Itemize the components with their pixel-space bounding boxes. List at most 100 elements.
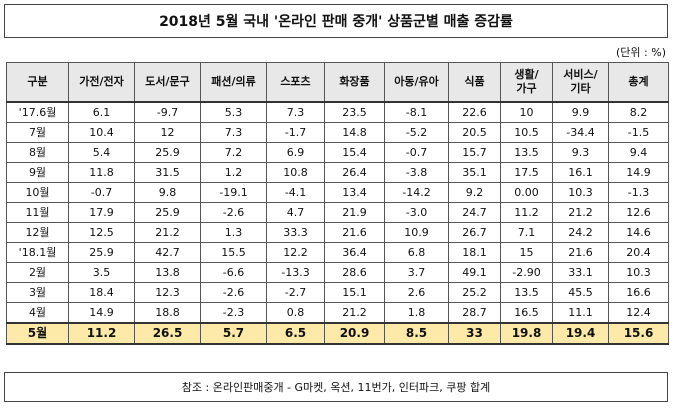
table-cell: 2.6 [384, 282, 449, 303]
table-cell: 14.9 [608, 162, 669, 183]
table-row: 2월 3.5 13.8 -6.6 -13.3 28.6 3.7 49.1 -2.90 33.1 10… [6, 262, 669, 283]
table-cell: 1.2 [200, 162, 267, 183]
table-cell: 18.4 [68, 282, 135, 303]
row-label: 4월 [6, 302, 69, 324]
table-cell: 15 [500, 242, 553, 263]
table-cell: 8.5 [384, 322, 449, 345]
table-cell: 12.3 [134, 282, 201, 303]
table-cell: 9.8 [134, 182, 201, 203]
table-cell: 16.1 [552, 162, 609, 183]
table-cell: 17.9 [68, 202, 135, 223]
table-cell: 0.8 [266, 302, 325, 324]
table-cell: 15.4 [324, 142, 385, 163]
table-cell: 9.3 [552, 142, 609, 163]
unit-label: (단위 : %) [616, 46, 666, 59]
title-text: 2018년 5월 국내 '온라인 판매 중개' 상품군별 매출 증감률 [159, 14, 513, 30]
table-cell: 11.8 [68, 162, 135, 183]
table-cell: -9.7 [134, 101, 201, 123]
table-row: 4월 14.9 18.8 -2.3 0.8 21.2 1.8 28.7 16.5 11.1 12.4 [6, 302, 669, 324]
table-cell: -2.90 [500, 262, 553, 283]
table-cell: 21.2 [134, 222, 201, 243]
table-cell: 24.2 [552, 222, 609, 243]
table-cell: 16.5 [500, 302, 553, 324]
table-cell: 21.2 [324, 302, 385, 324]
table-cell: -2.6 [200, 202, 267, 223]
table-cell: 28.6 [324, 262, 385, 283]
column-header: 서비스/기타 [552, 62, 609, 103]
table-cell: 6.9 [266, 142, 325, 163]
table-row: '18.1월 25.9 42.7 15.5 12.2 36.4 6.8 18.1 15 21.6 2… [6, 242, 669, 263]
table-cell: 7.3 [266, 101, 325, 123]
table-cell: 11.2 [68, 322, 135, 345]
column-header: 패션/의류 [200, 62, 267, 103]
table-cell: 26.5 [134, 322, 201, 345]
row-label: 11월 [6, 202, 69, 223]
table-cell: 9.2 [448, 182, 501, 203]
table-cell: 1.3 [200, 222, 267, 243]
table-cell: 49.1 [448, 262, 501, 283]
table-cell: 11.1 [552, 302, 609, 324]
table-cell: 25.9 [134, 142, 201, 163]
table-cell: 21.6 [552, 242, 609, 263]
row-label: 10월 [6, 182, 69, 203]
table-cell: -3.0 [384, 202, 449, 223]
table-cell: 25.2 [448, 282, 501, 303]
table-cell: -34.4 [552, 122, 609, 143]
table-cell: 42.7 [134, 242, 201, 263]
row-label: 2월 [6, 262, 69, 283]
table-cell: 10.9 [384, 222, 449, 243]
table-cell: 3.5 [68, 262, 135, 283]
table-cell: -2.3 [200, 302, 267, 324]
table-cell: 1.8 [384, 302, 449, 324]
table-cell: 5.3 [200, 101, 267, 123]
table-cell: 10.3 [552, 182, 609, 203]
table-cell: 4.7 [266, 202, 325, 223]
column-header: 도서/문구 [134, 62, 201, 103]
table-row: '17.6월 6.1 -9.7 5.3 7.3 23.5 -8.1 22.6 10 9.9 8.2 [6, 101, 669, 123]
table-cell: 6.1 [68, 101, 135, 123]
table-cell: -8.1 [384, 101, 449, 123]
row-label: 5월 [6, 322, 69, 345]
table-cell: 20.5 [448, 122, 501, 143]
table-row: 10월 -0.7 9.8 -19.1 -4.1 13.4 -14.2 9.2 0.00 10.3-… [6, 182, 669, 203]
column-header: 구분 [6, 62, 69, 103]
page-title: 2018년 5월 국내 '온라인 판매 중개' 상품군별 매출 증감률 [4, 4, 668, 38]
row-label: 12월 [6, 222, 69, 243]
row-label: 9월 [6, 162, 69, 183]
table-cell: 28.7 [448, 302, 501, 324]
table-cell: 11.2 [500, 202, 553, 223]
table-row: 7월 10.4 12 7.3 -1.7 14.8 -5.2 20.5 10.5 -34.4 -1.5 [6, 122, 669, 143]
table-cell: 9.4 [608, 142, 669, 163]
table-body: '17.6월 6.1 -9.7 5.3 7.3 23.5 -8.1 22.6 10 9.9 8.2 7… [6, 101, 669, 345]
table-cell: 14.8 [324, 122, 385, 143]
table-cell: 6.8 [384, 242, 449, 263]
table-row: 9월 11.8 31.5 1.2 10.8 26.4 -3.8 35.1 17.5 16.1 14.… [6, 162, 669, 183]
table-row: 12월 12.5 21.2 1.3 33.3 21.6 10.9 26.7 7.1 24.2 14.… [6, 222, 669, 243]
table-cell: 12 [134, 122, 201, 143]
table-cell: 0.00 [500, 182, 553, 203]
table-cell: -2.7 [266, 282, 325, 303]
table-cell: -2.6 [200, 282, 267, 303]
table-cell: 15.5 [200, 242, 267, 263]
source-note-text: 참조 : 온라인판매중개 - G마켓, 옥션, 11번가, 인터파크, 쿠팡 합… [181, 381, 491, 394]
table-header-row: 구분 가전/전자 도서/문구 패션/의류 스포츠 화장품 아동/유아 식품 생활/가구 서비스/기… [6, 62, 669, 103]
table-cell: 25.9 [68, 242, 135, 263]
table-cell: -1.3 [608, 182, 669, 203]
table-cell: 10.5 [500, 122, 553, 143]
table-cell: -5.2 [384, 122, 449, 143]
column-header: 생활/가구 [500, 62, 553, 103]
column-header: 가전/전자 [68, 62, 135, 103]
table-cell: 33.3 [266, 222, 325, 243]
table-cell: 19.4 [552, 322, 609, 345]
table-row: 3월 18.4 12.3 -2.6 -2.7 15.1 2.6 25.2 13.5 45.5 16.… [6, 282, 669, 303]
sales-table: 구분 가전/전자 도서/문구 패션/의류 스포츠 화장품 아동/유아 식품 생활/가구 서비스/기… [6, 62, 669, 345]
table-cell: 21.2 [552, 202, 609, 223]
row-label: 3월 [6, 282, 69, 303]
table-cell: 22.6 [448, 101, 501, 123]
table-cell: 14.9 [68, 302, 135, 324]
table-cell: 10.8 [266, 162, 325, 183]
table-cell: 8.2 [608, 101, 669, 123]
table-cell: 26.4 [324, 162, 385, 183]
row-label: '18.1월 [6, 242, 69, 263]
table-cell: 21.9 [324, 202, 385, 223]
